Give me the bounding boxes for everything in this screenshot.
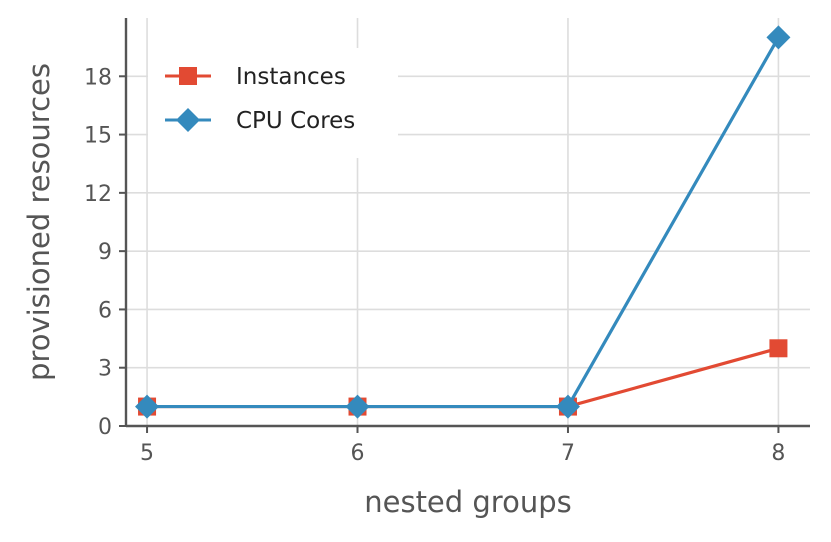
point-cpu-cores-6 [345, 394, 370, 419]
point-instances-8 [769, 339, 788, 358]
plot-series [135, 25, 791, 419]
x-axis-label: nested groups [364, 485, 572, 519]
axis-ticks: 0 3 6 9 12 15 18 5 6 7 8 [84, 65, 785, 466]
axes-spines [124, 18, 810, 428]
y-axis-label: provisioned resources [22, 63, 56, 381]
x-tick-label-6: 6 [351, 441, 365, 466]
point-cpu-cores-5 [135, 394, 160, 419]
x-tick-label-8: 8 [771, 441, 785, 466]
x-tick-label-7: 7 [561, 441, 575, 466]
y-tick-label-9: 9 [98, 240, 112, 265]
legend: Instances CPU Cores [148, 48, 398, 158]
y-tick-label-15: 15 [84, 124, 112, 149]
legend-background [148, 48, 398, 158]
legend-label-instances: Instances [236, 64, 346, 90]
y-tick-label-18: 18 [84, 65, 112, 90]
point-cpu-cores-8 [766, 25, 791, 50]
legend-marker-instances [179, 67, 197, 85]
y-tick-label-6: 6 [98, 298, 112, 323]
y-tick-label-3: 3 [98, 357, 112, 382]
series-line-instances [147, 346, 779, 409]
legend-label-cpu-cores: CPU Cores [236, 108, 355, 134]
x-tick-label-5: 5 [140, 441, 154, 466]
y-tick-label-0: 0 [98, 415, 112, 440]
y-tick-label-12: 12 [84, 182, 112, 207]
legend-marker-cpu-cores [176, 108, 200, 132]
series-line-cpu-cores [147, 36, 780, 409]
point-cpu-cores-7 [555, 394, 580, 419]
